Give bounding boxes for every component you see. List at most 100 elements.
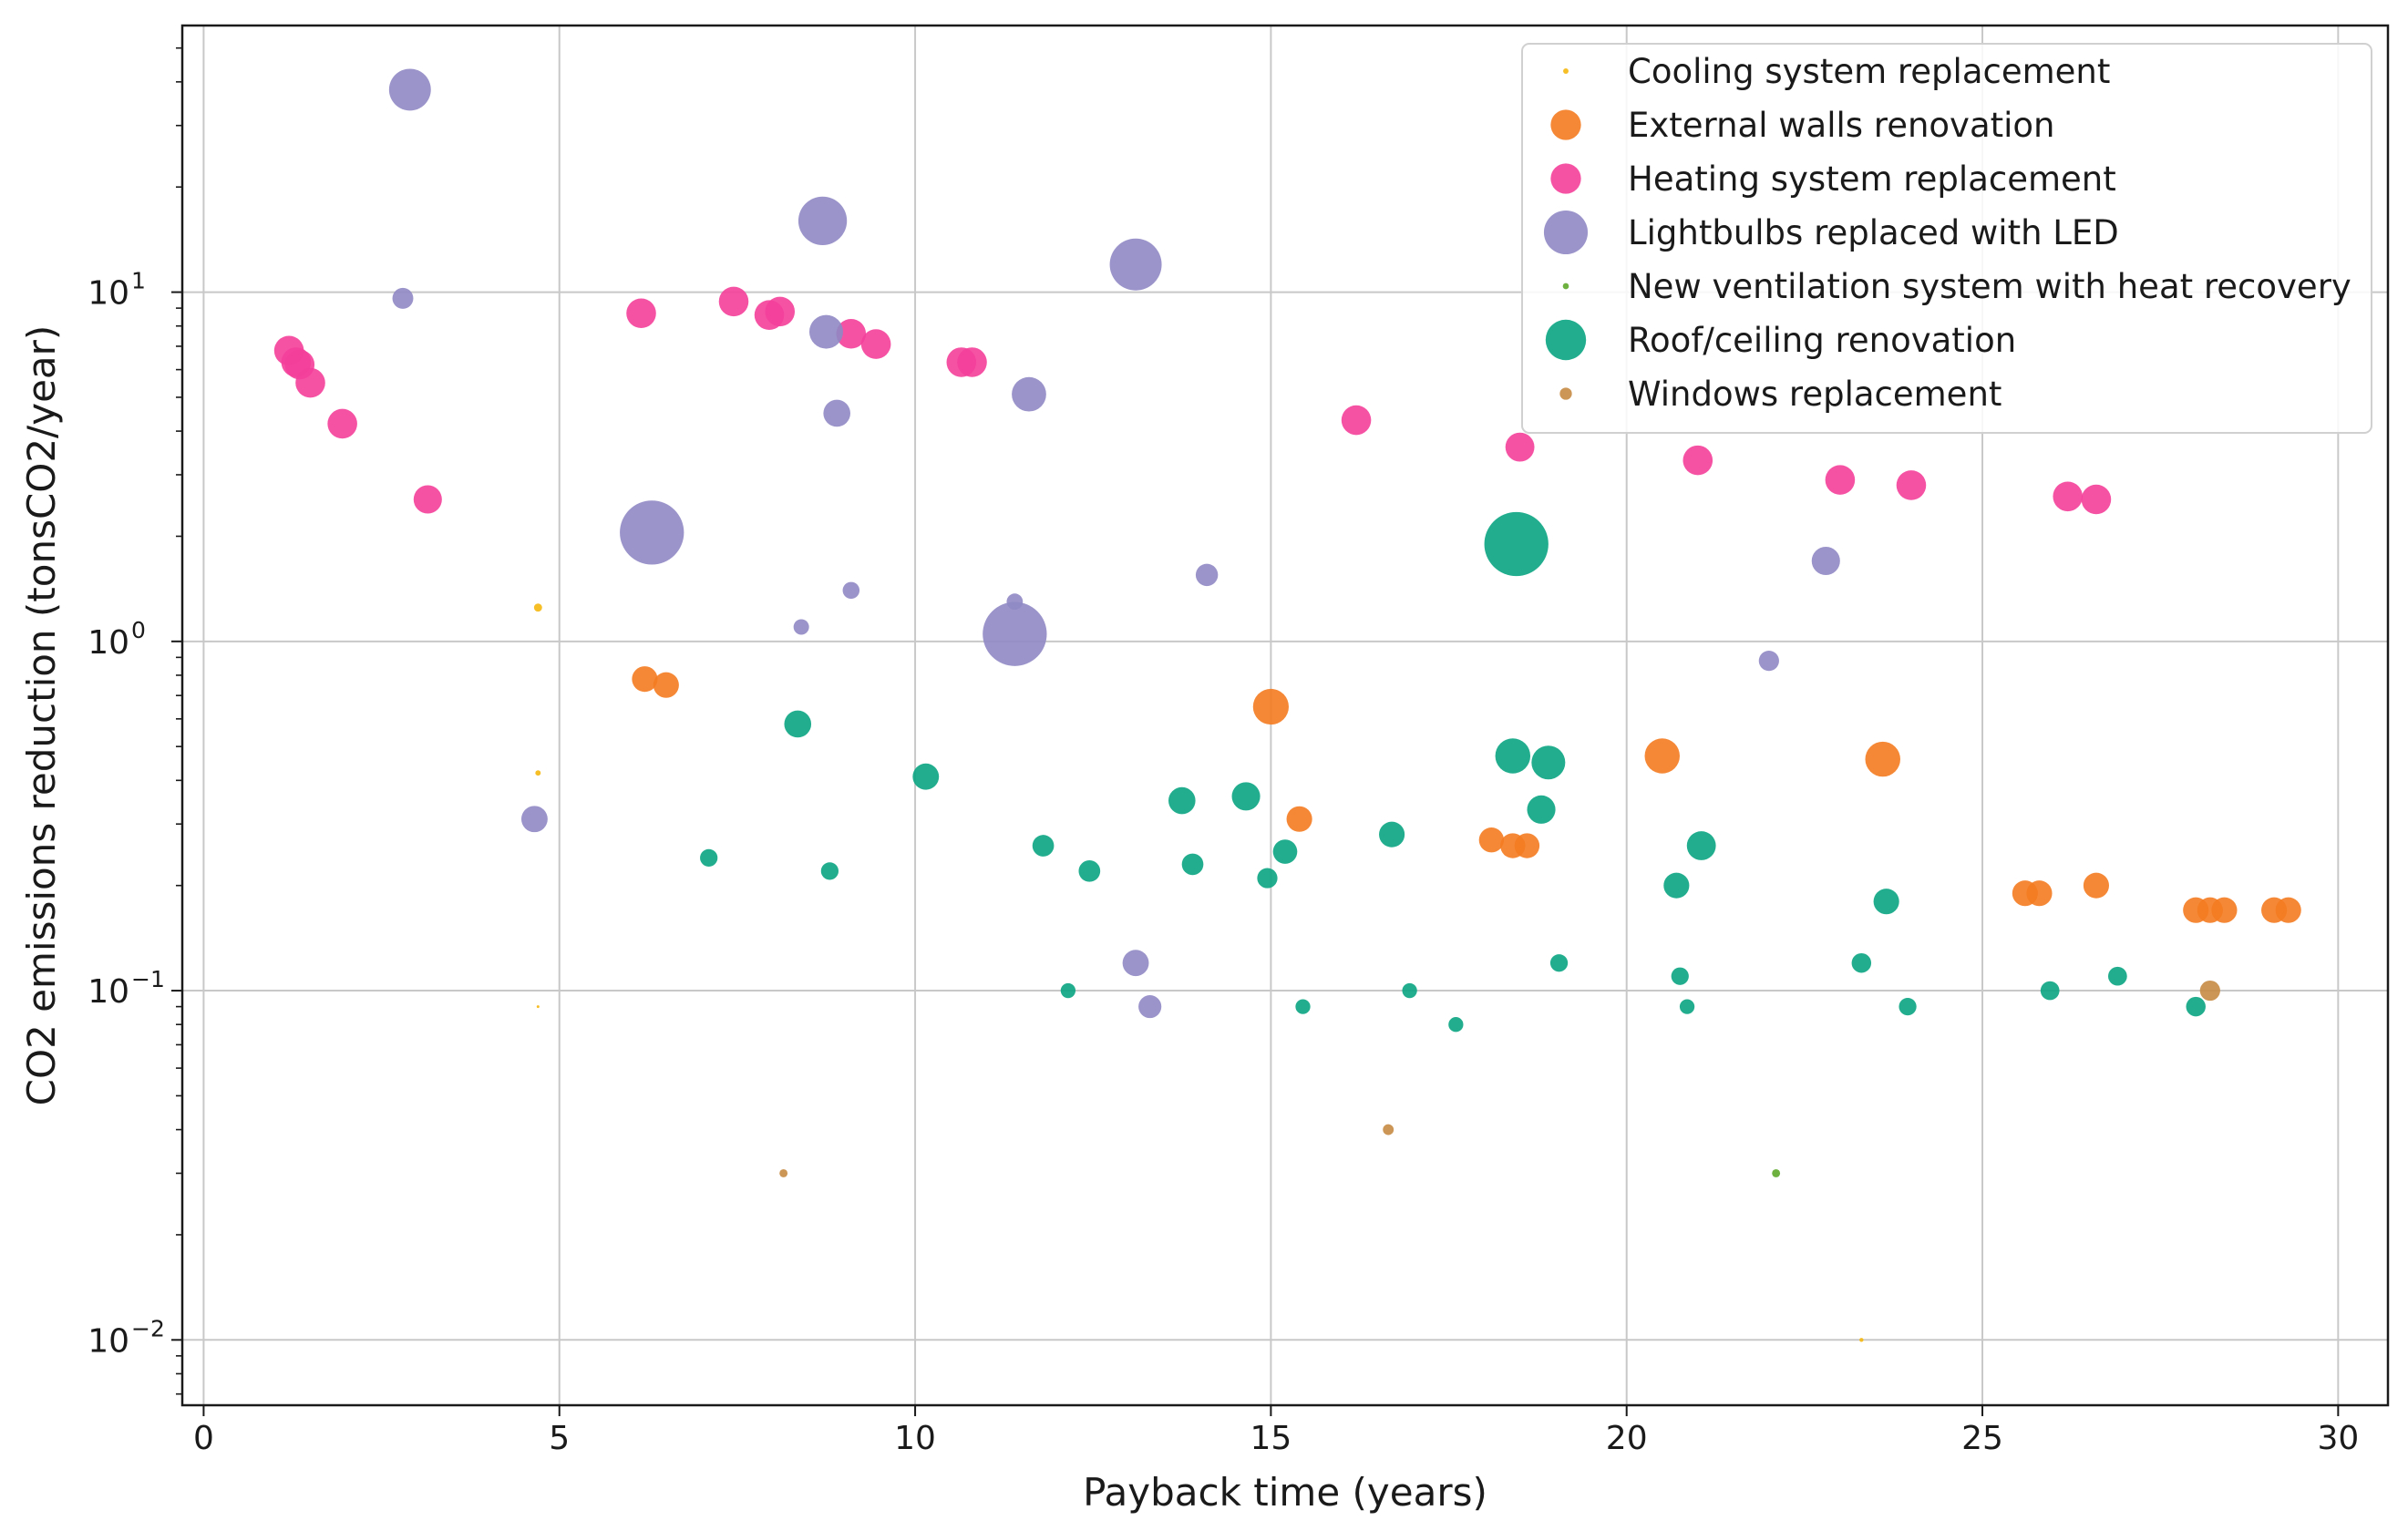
data-point bbox=[620, 500, 684, 565]
data-point bbox=[779, 1169, 788, 1177]
legend-marker bbox=[1550, 109, 1581, 140]
legend-item: Lightbulbs replaced with LED bbox=[1543, 210, 2119, 255]
data-point bbox=[1257, 868, 1278, 889]
data-point bbox=[820, 862, 839, 880]
legend-marker bbox=[1559, 387, 1572, 400]
legend-marker bbox=[1545, 319, 1587, 361]
legend-label: Roof/ceiling renovation bbox=[1628, 321, 2016, 360]
data-point bbox=[392, 287, 414, 309]
series-heating-system-replacement bbox=[273, 286, 2112, 515]
data-point bbox=[836, 318, 867, 349]
x-tick-label: 30 bbox=[2317, 1420, 2359, 1457]
data-point bbox=[520, 806, 548, 833]
data-point bbox=[983, 601, 1047, 666]
data-point bbox=[413, 485, 442, 514]
data-point bbox=[1865, 741, 1900, 777]
data-point bbox=[1505, 432, 1535, 462]
data-point bbox=[632, 666, 658, 693]
legend-item: Heating system replacement bbox=[1550, 159, 2116, 199]
x-tick-label: 10 bbox=[894, 1420, 936, 1457]
data-point bbox=[1181, 853, 1204, 876]
data-point bbox=[653, 672, 679, 698]
y-tick-base: 10 bbox=[87, 275, 129, 313]
data-point bbox=[1851, 952, 1872, 973]
data-point bbox=[842, 581, 860, 600]
x-axis-label: Payback time (years) bbox=[1083, 1470, 1487, 1515]
y-tick-exponent: −2 bbox=[131, 1315, 165, 1341]
legend-item: New ventilation system with heat recover… bbox=[1562, 267, 2351, 306]
data-point bbox=[1679, 999, 1695, 1014]
legend-item: External walls renovation bbox=[1550, 106, 2055, 145]
data-point bbox=[823, 399, 850, 427]
data-point bbox=[793, 619, 809, 635]
data-point bbox=[2081, 484, 2112, 515]
legend-label: Heating system replacement bbox=[1628, 159, 2116, 199]
data-point bbox=[957, 347, 987, 377]
data-point bbox=[1663, 872, 1690, 899]
legend-marker bbox=[1550, 163, 1581, 194]
series-new-ventilation-system-with-heat-recovery bbox=[1772, 1169, 1781, 1177]
y-tick-exponent: 0 bbox=[131, 617, 146, 643]
data-point bbox=[1078, 859, 1101, 882]
data-point bbox=[1122, 950, 1149, 977]
data-point bbox=[295, 367, 325, 398]
data-point bbox=[1231, 782, 1261, 811]
data-point bbox=[2040, 981, 2060, 1001]
data-point bbox=[1379, 821, 1405, 848]
data-point bbox=[1772, 1169, 1781, 1177]
legend-label: New ventilation system with heat recover… bbox=[1628, 267, 2351, 306]
data-point bbox=[626, 298, 656, 329]
y-tick-base: 10 bbox=[87, 1322, 129, 1360]
legend-item: Windows replacement bbox=[1559, 375, 2002, 414]
legend-item: Cooling system replacement bbox=[1563, 52, 2110, 91]
data-point bbox=[2053, 481, 2083, 512]
data-point bbox=[1402, 982, 1417, 999]
data-point bbox=[1448, 1017, 1464, 1033]
legend-marker bbox=[1562, 283, 1569, 290]
data-point bbox=[1495, 738, 1531, 774]
series-cooling-system-replacement bbox=[533, 603, 1864, 1342]
data-point bbox=[327, 408, 357, 439]
data-point bbox=[1899, 997, 1917, 1016]
data-point bbox=[1195, 563, 1219, 587]
data-point bbox=[1168, 786, 1196, 815]
data-point bbox=[535, 770, 541, 776]
legend-item: Roof/ceiling renovation bbox=[1545, 319, 2016, 361]
plot-frame bbox=[180, 24, 2390, 1407]
data-point bbox=[1873, 889, 1899, 915]
data-point bbox=[1341, 405, 1372, 436]
data-point bbox=[765, 296, 796, 327]
data-point bbox=[1006, 593, 1024, 611]
data-point bbox=[1060, 982, 1076, 999]
data-point bbox=[1252, 688, 1289, 725]
data-point bbox=[1671, 967, 1689, 985]
y-tick-base: 10 bbox=[87, 973, 129, 1011]
data-point bbox=[1549, 954, 1569, 972]
x-tick-label: 5 bbox=[549, 1420, 570, 1457]
data-point bbox=[798, 196, 848, 245]
legend: Cooling system replacement External walls… bbox=[1521, 43, 2372, 434]
series-external-walls-renovation bbox=[632, 666, 2301, 923]
y-tick-label: 10 1 bbox=[87, 268, 146, 313]
y-tick-label: 10 −2 bbox=[87, 1315, 165, 1360]
data-point bbox=[1514, 833, 1540, 858]
data-point bbox=[536, 1005, 540, 1009]
y-tick-exponent: −1 bbox=[131, 966, 165, 992]
legend-label: Lightbulbs replaced with LED bbox=[1628, 213, 2119, 252]
x-tick-label: 25 bbox=[1961, 1420, 2003, 1457]
data-point bbox=[2211, 897, 2238, 923]
data-point bbox=[2026, 880, 2053, 907]
data-point bbox=[2186, 996, 2206, 1017]
data-point bbox=[1531, 745, 1566, 780]
data-point bbox=[700, 848, 718, 867]
legend-marker bbox=[1563, 68, 1569, 74]
data-point bbox=[1686, 831, 1716, 860]
data-point bbox=[2199, 980, 2220, 1002]
data-point bbox=[1896, 470, 1927, 500]
y-tick-exponent: 1 bbox=[131, 268, 146, 294]
series-roof-ceiling-renovation bbox=[700, 511, 2206, 1033]
data-point bbox=[1758, 650, 1779, 672]
series-lightbulbs-replaced-with-led bbox=[388, 68, 1840, 1019]
